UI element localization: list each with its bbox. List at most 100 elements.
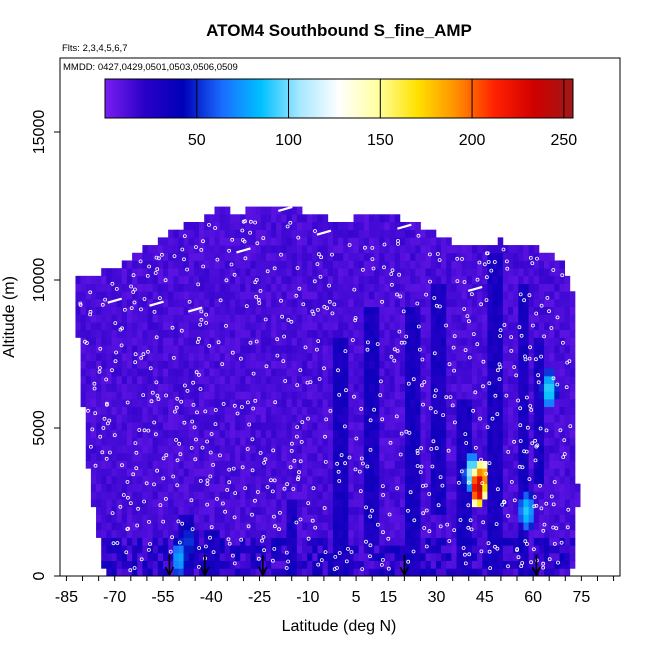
heat-cell (183, 475, 190, 485)
heat-cell (523, 345, 529, 354)
heat-cell (441, 537, 447, 546)
heat-cell (250, 283, 257, 292)
heat-cell (250, 529, 257, 538)
heat-cell (281, 529, 287, 538)
heat-cell (482, 445, 488, 454)
sample-point (152, 420, 157, 425)
heat-cell (224, 206, 231, 215)
sample-point (481, 384, 485, 389)
heat-cell (219, 414, 226, 423)
heat-cell (441, 329, 447, 338)
heat-cell (363, 306, 370, 315)
heat-cell (142, 275, 148, 284)
heat-cell (116, 475, 123, 485)
sample-point (145, 273, 150, 278)
heat-cell (482, 406, 488, 415)
heat-cell (410, 391, 416, 400)
sample-point (180, 521, 185, 526)
heat-cell (96, 429, 102, 438)
sample-point (551, 502, 556, 507)
heat-cell (281, 422, 287, 431)
heat-cell (286, 252, 293, 261)
heat-cell (399, 545, 406, 554)
heat-cell (111, 452, 118, 461)
heat-cell (379, 560, 385, 569)
heat-cell (193, 291, 200, 300)
sample-point (154, 335, 159, 340)
heat-cell (497, 298, 504, 308)
heat-cell (477, 337, 483, 346)
heat-cell (410, 237, 416, 246)
heat-cell (281, 452, 287, 461)
heat-cell (214, 499, 221, 508)
heat-cell (178, 345, 184, 354)
sample-point (196, 336, 201, 341)
heat-cell (111, 414, 118, 423)
heat-cell (291, 383, 298, 392)
heat-cell (327, 245, 334, 254)
sample-point (466, 525, 471, 530)
heat-cell (549, 260, 555, 269)
heat-cell (116, 398, 123, 408)
heat-cell (415, 245, 421, 254)
heat-cell (353, 375, 360, 384)
heat-cell (126, 291, 133, 300)
heat-cell (368, 368, 375, 377)
heat-cell (147, 322, 154, 331)
heat-cell (435, 475, 442, 485)
heat-cell (291, 368, 298, 377)
heat-cell (286, 283, 293, 292)
heat-cell (477, 406, 483, 415)
heat-cell (291, 352, 298, 361)
heat-cell (281, 414, 287, 423)
heat-cell (286, 360, 293, 369)
heat-cell (461, 460, 468, 469)
heat-cell (137, 260, 143, 269)
heat-cell (549, 529, 555, 538)
sample-point (481, 359, 486, 364)
heat-cell (214, 375, 221, 384)
sample-point (459, 469, 464, 474)
heat-cell (250, 468, 257, 477)
heat-cell (265, 275, 272, 284)
sample-point (205, 439, 210, 444)
heat-cell (137, 345, 143, 354)
sample-point (368, 554, 372, 559)
heat-cell (461, 398, 468, 408)
heat-cell (178, 529, 184, 538)
heat-cell (353, 368, 360, 377)
heat-cell (240, 329, 246, 338)
heat-cell (564, 568, 571, 576)
heat-cell (399, 268, 406, 277)
heat-cell (106, 483, 112, 492)
sample-point (142, 428, 147, 433)
heat-cell (405, 437, 411, 446)
heat-cell (255, 314, 262, 323)
heat-cell (101, 406, 107, 415)
sample-point (204, 320, 209, 325)
heat-cell (538, 514, 545, 523)
heat-cell (559, 268, 566, 277)
heat-cell (147, 337, 154, 346)
heat-cell (410, 552, 416, 562)
sample-point (199, 247, 204, 252)
heat-cell (296, 460, 303, 469)
heat-cell (106, 514, 112, 523)
heat-cell (162, 245, 169, 254)
flight-leg (277, 205, 293, 213)
heat-cell (173, 391, 179, 400)
sample-point (230, 553, 235, 558)
heat-cell (173, 298, 179, 308)
heat-cell (363, 529, 370, 538)
heat-cell (343, 499, 349, 508)
heat-cell (229, 460, 236, 469)
heat-cell (379, 345, 385, 354)
heat-cell (219, 337, 226, 346)
heat-cell (358, 237, 365, 246)
heat-cell (508, 298, 514, 308)
heat-cell (157, 283, 164, 292)
heat-cell (384, 252, 390, 261)
heat-cell (240, 306, 246, 315)
heat-cell (80, 368, 87, 377)
heat-cell (538, 422, 545, 431)
